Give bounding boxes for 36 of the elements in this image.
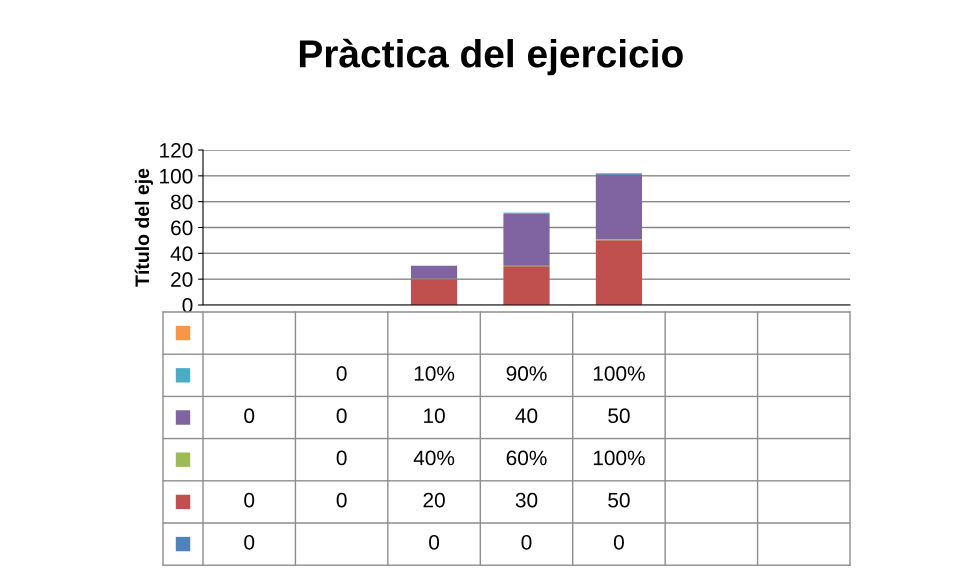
data-label: 0 <box>244 534 254 550</box>
data-label: 50 <box>608 408 630 424</box>
data-label: 40 <box>515 408 538 424</box>
data-label: 0 <box>336 408 347 424</box>
data-label: 30 <box>516 492 538 508</box>
data-label: 90% <box>506 366 547 381</box>
data-label: 40% <box>414 450 454 466</box>
data-label: 0 <box>336 366 347 381</box>
data-label: 0 <box>614 534 624 550</box>
y-tick-label: 80 <box>171 194 192 210</box>
y-tick-label: 100 <box>160 168 192 184</box>
bar <box>596 240 642 305</box>
bar <box>596 174 642 240</box>
data-label: 50 <box>608 492 630 508</box>
data-label: 10 <box>424 408 445 424</box>
data-label: 60% <box>506 450 547 466</box>
bar <box>503 214 550 266</box>
y-tick-label: 120 <box>160 143 192 158</box>
bar <box>410 279 458 305</box>
data-label: 0 <box>336 450 347 466</box>
y-axis-title: Título del eje <box>134 168 153 287</box>
data-label: 20 <box>424 492 445 508</box>
chart-title: Pràctica del ejercicio <box>300 38 683 76</box>
data-label: 0 <box>522 534 532 550</box>
data-label: 0 <box>336 492 347 508</box>
data-label: 10% <box>414 366 454 381</box>
data-label: 0 <box>429 534 440 550</box>
y-tick-label: 20 <box>171 272 192 287</box>
data-label: 0 <box>244 408 254 424</box>
data-label: 0 <box>244 492 254 508</box>
y-tick-label: 60 <box>171 220 192 236</box>
data-label: 100% <box>594 366 645 381</box>
y-tick-label: 40 <box>170 246 192 262</box>
bar <box>503 266 550 305</box>
data-label: 100% <box>594 450 645 466</box>
bar <box>410 266 458 279</box>
